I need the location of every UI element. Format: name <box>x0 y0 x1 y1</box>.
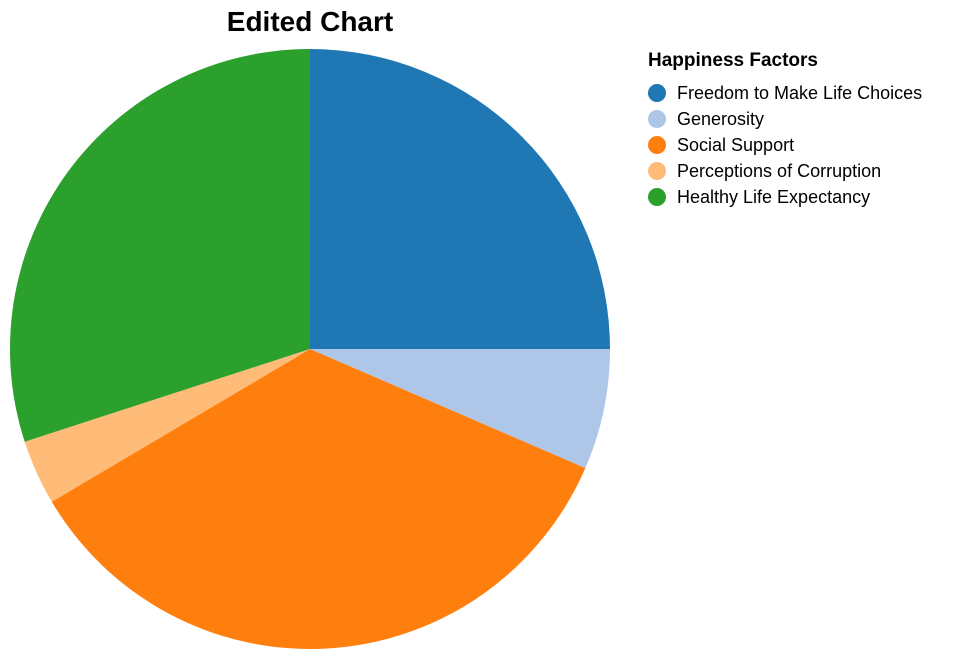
legend-item: Generosity <box>648 106 922 132</box>
legend-swatch <box>648 110 666 128</box>
legend-label: Perceptions of Corruption <box>677 160 882 181</box>
legend-label: Generosity <box>677 108 765 129</box>
pie-slice-healthy-life-expectancy <box>9 49 311 442</box>
legend-title: Happiness Factors <box>648 50 818 71</box>
legend-swatch <box>648 188 666 206</box>
legend-items: Freedom to Make Life Choices Generosity So… <box>648 80 922 210</box>
pie-slice-freedom-to-make-life-choices <box>310 49 610 349</box>
pie-slice-perceptions-of-corruption <box>24 349 310 502</box>
legend-item: Social Support <box>648 132 922 158</box>
legend-item: Perceptions of Corruption <box>648 158 922 184</box>
legend-label: Healthy Life Expectancy <box>677 186 871 207</box>
pie-slice-generosity <box>310 349 610 469</box>
legend-swatch <box>648 84 666 102</box>
legend-item: Freedom to Make Life Choices <box>648 80 922 106</box>
legend-swatch <box>648 136 666 154</box>
legend-label: Freedom to Make Life Choices <box>677 82 923 103</box>
legend: Happiness Factors Freedom to Make Life C… <box>648 50 922 210</box>
chart-title: Edited Chart <box>226 6 394 37</box>
pie-chart <box>9 49 610 650</box>
pie-slice-social-support <box>51 349 586 650</box>
legend-swatch <box>648 162 666 180</box>
legend-label: Social Support <box>677 134 795 155</box>
legend-item: Healthy Life Expectancy <box>648 184 922 210</box>
